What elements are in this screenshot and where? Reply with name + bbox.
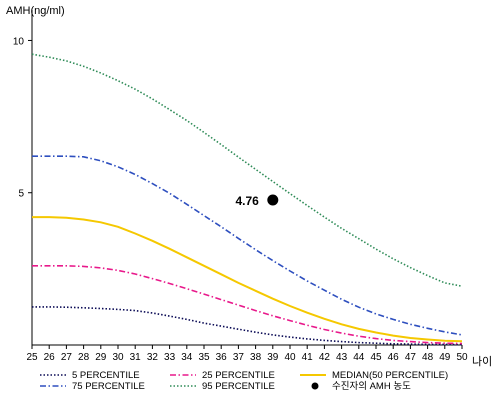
x-tick-label-32: 32 <box>147 352 159 363</box>
x-tick-label-40: 40 <box>284 352 296 363</box>
x-tick-label-33: 33 <box>164 352 176 363</box>
y-tick-label-5: 5 <box>18 189 24 200</box>
x-tick-label-49: 49 <box>439 352 451 363</box>
series-line-median-50-percentile <box>32 216 463 343</box>
x-axis-title: 나이 <box>472 355 492 368</box>
legend: 5 PERCENTILE 25 PERCENTILE MEDIAN(50 PERCE… <box>40 370 448 392</box>
x-tick-label-25: 25 <box>26 352 38 363</box>
legend-5-label: 95 PERCENTILE <box>202 381 275 392</box>
x-tick-label-37: 37 <box>233 352 245 363</box>
legend-2-label: 25 PERCENTILE <box>202 370 275 381</box>
x-tick-label-31: 31 <box>130 352 142 363</box>
x-tick-label-39: 39 <box>267 352 279 363</box>
patient-amh-value-label: 4.76 <box>235 194 259 208</box>
series-line-75-percentile <box>32 155 463 336</box>
x-tick-label-44: 44 <box>353 352 365 363</box>
plot-area: 25 26 27 28 29 30 31 32 33 34 35 36 37 38 39 40 41 42 43 44… <box>13 10 468 363</box>
x-tick-label-38: 38 <box>250 352 262 363</box>
x-tick-label-46: 46 <box>388 352 400 363</box>
x-tick-label-36: 36 <box>216 352 228 363</box>
patient-amh-point <box>267 194 279 206</box>
x-tick-label-47: 47 <box>405 352 417 363</box>
series-line-95-percentile <box>31 53 463 287</box>
x-tick-label-29: 29 <box>95 352 107 363</box>
x-tick-label-41: 41 <box>302 352 314 363</box>
legend-1-label: 5 PERCENTILE <box>72 370 140 381</box>
legend-6-label: 수진자의 AMH 농도 <box>332 381 411 392</box>
legend-6-marker <box>311 382 319 390</box>
x-tick-label-42: 42 <box>319 352 331 363</box>
y-tick-label-10: 10 <box>13 36 25 47</box>
x-tick-label-27: 27 <box>61 352 73 363</box>
x-tick-label-26: 26 <box>44 352 56 363</box>
x-tick-label-30: 30 <box>112 352 124 363</box>
legend-4-label: 75 PERCENTILE <box>72 381 145 392</box>
x-tick-label-35: 35 <box>198 352 210 363</box>
x-tick-label-45: 45 <box>370 352 382 363</box>
x-tick-label-34: 34 <box>181 352 193 363</box>
y-axis-title: AMH(ng/ml) <box>6 5 65 17</box>
legend-3-label: MEDIAN(50 PERCENTILE) <box>332 370 448 381</box>
x-tick-label-48: 48 <box>422 352 434 363</box>
series-line-25-percentile <box>32 264 463 345</box>
x-tick-label-50: 50 <box>456 352 468 363</box>
x-tick-label-28: 28 <box>78 352 90 363</box>
series-line-5-percentile <box>32 306 463 346</box>
x-tick-label-43: 43 <box>336 352 348 363</box>
